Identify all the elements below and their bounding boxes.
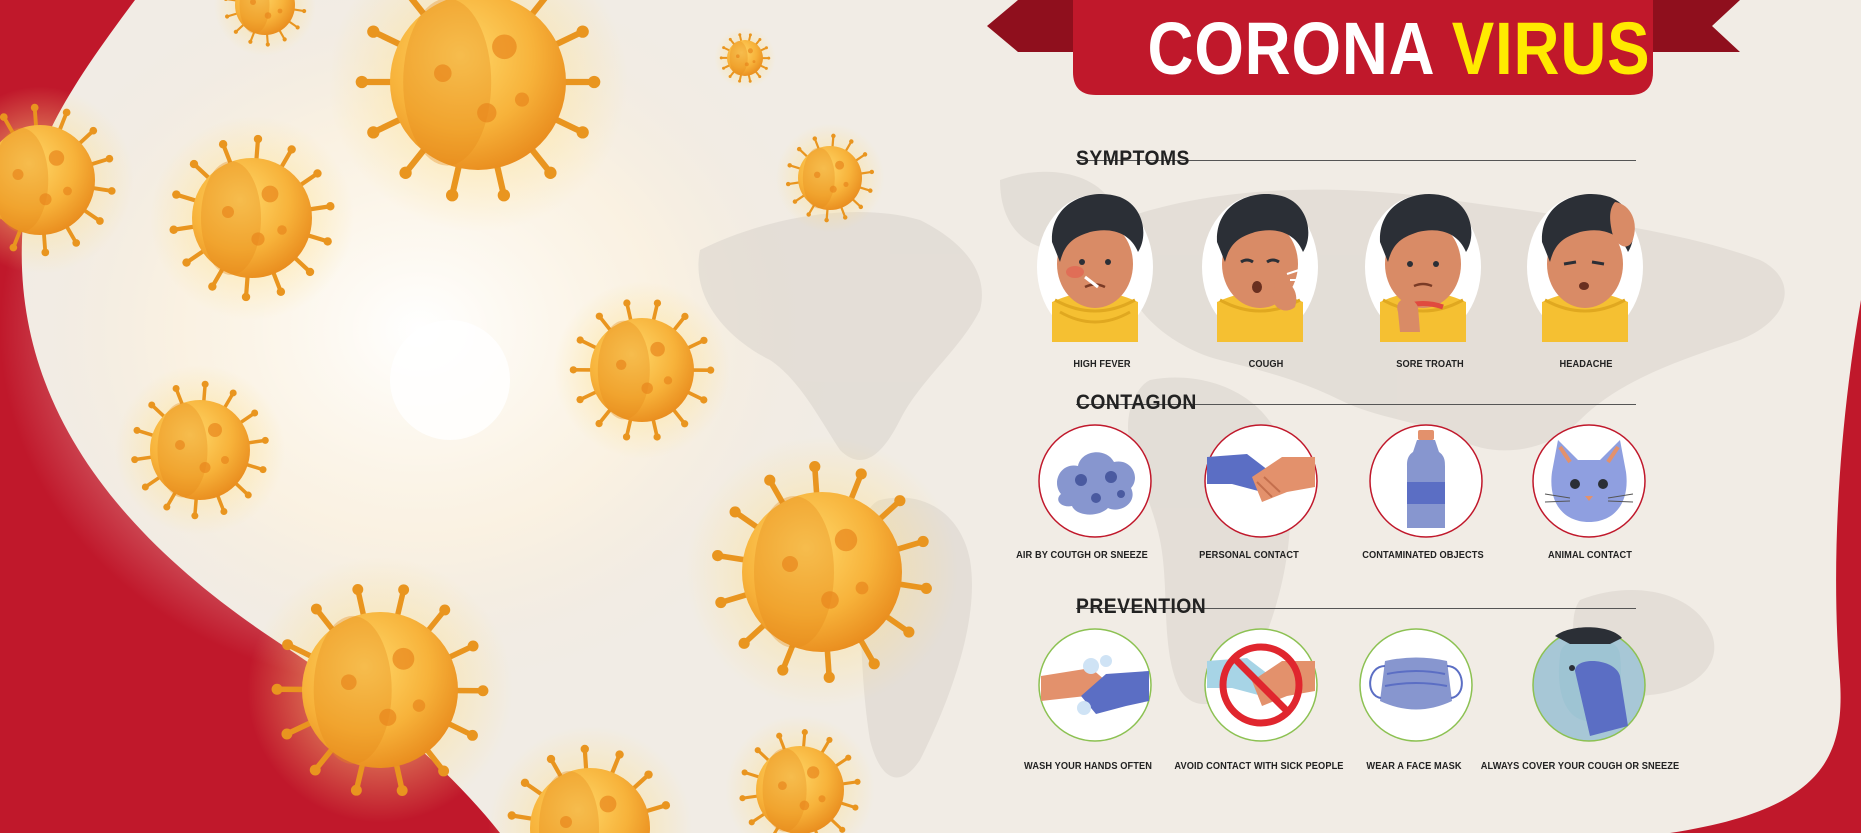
caption-air-cough-sneeze: AIR BY COUTGH OR SNEEZE <box>1016 549 1148 561</box>
title-corona: CORONA <box>1147 7 1434 90</box>
cover-cough-icon <box>1532 627 1646 742</box>
handshake-icon <box>1204 424 1318 538</box>
virus-particle <box>553 281 731 459</box>
caption-wash-hands: WASH YOUR HANDS OFTEN <box>1024 760 1152 772</box>
virus-particle <box>328 0 628 232</box>
prevention-heading-label: PREVENTION <box>1076 595 1207 618</box>
virus-particle <box>0 86 134 274</box>
cat-icon <box>1532 424 1646 538</box>
virus-particle <box>115 365 285 535</box>
caption-face-mask: WEAR A FACE MASK <box>1366 760 1462 772</box>
bottle-icon <box>1369 424 1483 538</box>
symptoms-heading: SYMPTOMS <box>1076 144 1636 174</box>
caption-headache: HEADACHE <box>1559 358 1613 370</box>
virus-cloud-icon <box>1038 424 1152 538</box>
caption-personal-contact: PERSONAL CONTACT <box>1199 549 1299 561</box>
coughing-face-icon <box>1202 194 1318 342</box>
caption-cover-cough: ALWAYS COVER YOUR COUGH OR SNEEZE <box>1480 760 1680 772</box>
virus-particle <box>488 726 692 833</box>
hand-washing-icon <box>1038 628 1152 742</box>
caption-high-fever: HIGH FEVER <box>1073 358 1131 370</box>
contagion-rule <box>1076 404 1636 405</box>
caption-cough: COUGH <box>1248 358 1284 370</box>
virus-particle <box>775 123 885 233</box>
face-mask-icon <box>1359 628 1473 742</box>
virus-particle <box>247 557 513 823</box>
headache-face-icon <box>1527 194 1643 342</box>
virus-particle <box>686 436 958 708</box>
page-title: CORONA VIRUS <box>1120 4 1679 94</box>
virus-particle <box>150 116 354 320</box>
symptoms-heading-label: SYMPTOMS <box>1076 147 1190 170</box>
no-handshake-icon <box>1204 628 1318 742</box>
virus-particle <box>725 715 875 833</box>
title-virus: VIRUS <box>1451 7 1651 90</box>
sore-throat-face-icon <box>1365 194 1481 342</box>
virus-particle <box>714 27 776 89</box>
thermometer-face-icon <box>1037 194 1153 342</box>
caption-avoid-contact: AVOID CONTACT WITH SICK PEOPLE <box>1174 760 1344 772</box>
contagion-heading-label: CONTAGION <box>1076 391 1197 414</box>
caption-contaminated-objects: CONTAMINATED OBJECTS <box>1362 549 1484 561</box>
prevention-heading: PREVENTION <box>1076 592 1636 622</box>
contagion-heading: CONTAGION <box>1076 388 1636 418</box>
caption-sore-throat: SORE TROATH <box>1396 358 1464 370</box>
virus-particle <box>214 0 316 56</box>
prevention-rule <box>1076 608 1636 609</box>
symptoms-rule <box>1076 160 1636 161</box>
caption-animal-contact: ANIMAL CONTACT <box>1547 549 1633 561</box>
